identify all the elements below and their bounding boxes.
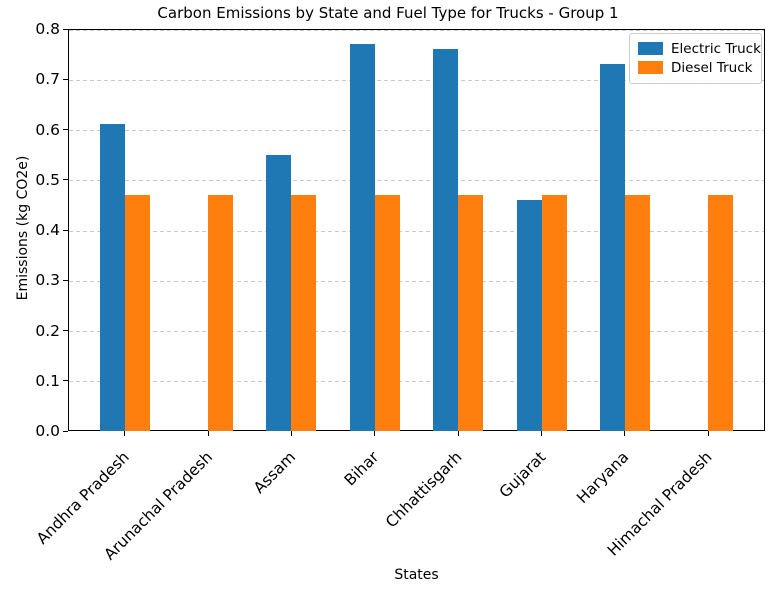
plot-area: [68, 29, 765, 431]
y-tick-label-0.5: 0.5: [35, 170, 60, 189]
y-tick-mark-0.0: [63, 430, 68, 432]
y-tick-mark-0.7: [63, 78, 68, 80]
bar-electric-truck-haryana: [599, 64, 625, 431]
legend-label-electric-truck: Electric Truck: [671, 40, 761, 57]
gridline-y-0.2: [69, 331, 764, 332]
gridline-y-0.5: [69, 180, 764, 182]
legend-swatch-diesel-truck-icon: [638, 61, 663, 74]
y-tick-label-0.1: 0.1: [35, 371, 60, 390]
y-tick-mark-0.4: [63, 229, 68, 231]
y-tick-mark-0.2: [63, 330, 68, 331]
y-tick-label-0.6: 0.6: [35, 120, 60, 139]
bar-electric-truck-andhra-pradesh: [99, 124, 125, 431]
x-tick-mark-haryana: [624, 431, 626, 436]
gridline-y-0.7: [69, 79, 764, 81]
legend-label-diesel-truck: Diesel Truck: [671, 59, 753, 76]
y-tick-label-0.4: 0.4: [35, 221, 60, 239]
gridline-y-0.3: [69, 280, 764, 282]
chart-title: Carbon Emissions by State and Fuel Type …: [157, 4, 619, 22]
bar-diesel-truck-bihar: [374, 194, 400, 431]
x-tick-mark-bihar: [374, 431, 376, 436]
bar-diesel-truck-assam: [291, 194, 317, 431]
x-tick-label-text-haryana: Haryana: [573, 448, 633, 508]
gridline-y-0.4: [69, 230, 764, 232]
bar-electric-truck-gujarat: [516, 199, 542, 431]
y-tick-label-0.2: 0.2: [35, 321, 60, 340]
x-tick-mark-chhattisgarh: [457, 431, 459, 436]
bar-electric-truck-chhattisgarh: [433, 49, 459, 431]
bar-diesel-truck-gujarat: [541, 194, 567, 431]
y-tick-mark-0.1: [63, 380, 68, 382]
legend-item-electric-truck: Electric Truck: [638, 39, 761, 58]
bar-diesel-truck-chhattisgarh: [458, 194, 484, 431]
gridline-y-0.6: [69, 130, 764, 131]
y-tick-label-0.8: 0.8: [35, 20, 60, 38]
x-tick-mark-assam: [290, 431, 292, 436]
bar-electric-truck-bihar: [349, 44, 375, 431]
gridline-y-0.8: [69, 29, 764, 31]
gridline-y-0.1: [69, 381, 764, 383]
x-tick-mark-arunachal-pradesh: [207, 431, 209, 436]
bar-electric-truck-assam: [266, 154, 292, 431]
x-tick-label-text-assam: Assam: [250, 448, 300, 498]
x-tick-label-text-chhattisgarh: Chhattisgarh: [382, 448, 466, 532]
y-tick-mark-0.3: [63, 279, 68, 281]
x-tick-mark-himachal-pradesh: [707, 431, 709, 436]
bar-diesel-truck-andhra-pradesh: [124, 194, 150, 431]
bar-diesel-truck-himachal-pradesh: [708, 194, 734, 431]
x-tick-label-text-gujarat: Gujarat: [495, 448, 550, 502]
y-tick-mark-0.5: [63, 179, 68, 181]
y-tick-mark-0.6: [63, 129, 68, 130]
x-tick-label-text-bihar: Bihar: [341, 448, 383, 490]
x-axis-label: States: [394, 567, 439, 583]
y-tick-mark-0.8: [63, 28, 68, 30]
legend: Electric Truck Diesel Truck: [629, 33, 762, 84]
bar-diesel-truck-haryana: [624, 194, 650, 431]
bar-diesel-truck-arunachal-pradesh: [208, 194, 234, 431]
legend-swatch-electric-truck-icon: [638, 42, 663, 55]
x-tick-mark-gujarat: [541, 431, 543, 436]
y-tick-label-0.3: 0.3: [35, 271, 60, 290]
x-tick-mark-andhra-pradesh: [124, 431, 126, 436]
y-tick-label-0.7: 0.7: [35, 70, 60, 89]
legend-item-diesel-truck: Diesel Truck: [638, 58, 753, 77]
y-tick-label-0.0: 0.0: [35, 422, 60, 440]
y-axis-label: Emissions (kg CO2e): [15, 155, 31, 301]
